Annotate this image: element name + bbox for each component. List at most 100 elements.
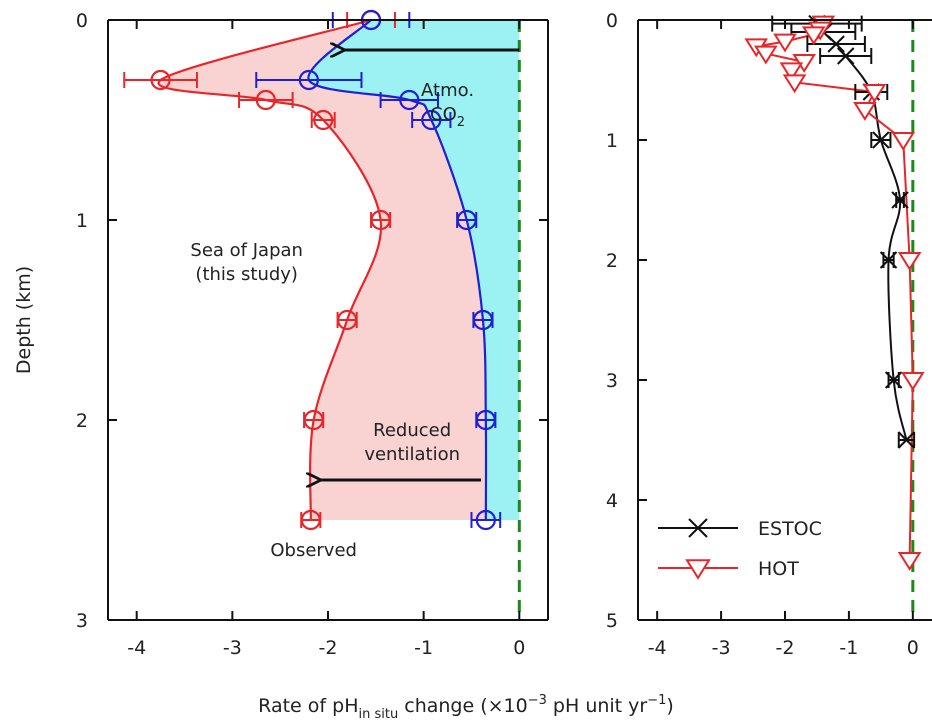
estoc-marker-stroke xyxy=(872,131,890,149)
annotation-line: ventilation xyxy=(364,444,460,465)
right-legend: ESTOC HOT xyxy=(658,518,822,580)
annotation-line: (this study) xyxy=(195,264,298,285)
blue-data-point xyxy=(472,309,494,331)
legend-estoc-marker xyxy=(688,518,708,538)
right-ytick-label: 2 xyxy=(606,250,618,272)
hot-data-point xyxy=(862,84,887,103)
blue-data-point xyxy=(475,509,496,531)
estoc-marker-stroke xyxy=(884,371,903,389)
left-ytick-label: 0 xyxy=(76,10,88,32)
x-axis-label-superscript: −1 xyxy=(647,693,666,708)
annotation-line: Reduced xyxy=(373,420,451,441)
x-axis-label-part: ) xyxy=(666,695,673,717)
left-xtick-label: -2 xyxy=(319,637,338,659)
left-ytick-label: 2 xyxy=(76,410,88,432)
annotation-text: Observed xyxy=(270,540,357,561)
annotation-line: Atmo. xyxy=(421,80,474,101)
estoc-data-point xyxy=(837,47,855,65)
right-xtick-label: -4 xyxy=(648,637,667,659)
estoc-data-point xyxy=(879,251,898,269)
blue-data-point xyxy=(475,409,496,431)
legend-hot-marker xyxy=(685,559,711,580)
observed-data-point xyxy=(337,309,358,331)
right-xtick-label: -2 xyxy=(776,637,795,659)
hot-data-point xyxy=(754,45,778,65)
blue-data-point xyxy=(399,89,420,111)
legend-estoc-label: ESTOC xyxy=(758,518,822,540)
left-ytick-label: 3 xyxy=(76,610,88,632)
observed-error-bar xyxy=(310,112,336,128)
right-data-marks xyxy=(744,14,925,571)
annotation-subscript: 2 xyxy=(457,115,465,130)
right-ytick-label: 1 xyxy=(606,130,618,152)
estoc-data-point xyxy=(891,191,909,209)
left-axes: -4 -3 -2 -1 0 0 1 2 3 xyxy=(76,10,549,659)
annotation-line: Observed xyxy=(270,540,357,561)
observed-data-point xyxy=(303,409,324,431)
x-axis-label: Rate of pHin situ change (×10−3 pH unit … xyxy=(258,693,674,722)
blue-data-point xyxy=(421,109,442,131)
blue-error-bar xyxy=(379,92,439,108)
hot-data-point xyxy=(897,552,922,571)
hot-data-point xyxy=(891,132,916,151)
hot-data-point xyxy=(773,33,797,53)
estoc-marker-stroke xyxy=(837,47,855,65)
left-xtick-label: -1 xyxy=(414,637,433,659)
right-ytick-label: 4 xyxy=(606,490,618,512)
estoc-marker-stroke xyxy=(879,251,898,269)
left-xtick-label: 0 xyxy=(513,637,525,659)
blue-data-point xyxy=(456,209,477,231)
estoc-data-point xyxy=(897,431,916,449)
hot-data-point xyxy=(801,26,826,46)
observed-data-point xyxy=(313,109,334,131)
observed-error-bar xyxy=(238,92,294,108)
hot-data-point xyxy=(901,372,925,391)
right-xtick-label: -3 xyxy=(712,637,731,659)
observed-data-point xyxy=(370,209,391,231)
y-axis-label: Depth (km) xyxy=(13,266,35,374)
x-axis-label-part: pH unit yr xyxy=(547,695,648,717)
hot-data-point xyxy=(853,102,877,121)
right-ytick-label: 3 xyxy=(606,370,618,392)
legend-hot-label: HOT xyxy=(758,558,799,580)
right-axes: -4 -3 -2 -1 0 0 1 2 3 4 5 xyxy=(606,10,932,659)
estoc-data-point xyxy=(884,371,903,389)
estoc-data-point xyxy=(827,35,845,53)
observed-data-point xyxy=(300,509,321,531)
left-xtick-label: -4 xyxy=(127,637,146,659)
annotation-text: Sea of Japan (this study) xyxy=(190,240,303,285)
left-area-fills xyxy=(158,20,520,520)
x-axis-label-superscript: −3 xyxy=(528,693,547,708)
observed-error-bar xyxy=(123,72,198,88)
hot-data-point xyxy=(782,74,807,94)
right-panel: ESTOC HOT -4 -3 -2 -1 0 0 1 2 3 4 5 xyxy=(606,10,932,659)
estoc-marker-stroke xyxy=(897,431,916,449)
left-annotations: Atmo. CO2 Sea of Japan (this study) Reduced v… xyxy=(190,50,520,561)
estoc-marker-stroke xyxy=(827,35,845,53)
hot-data-point xyxy=(897,252,922,271)
annotation-text: Reduced ventilation xyxy=(364,420,460,465)
estoc-data-point xyxy=(872,131,890,149)
cyan-region xyxy=(308,20,520,520)
x-axis-label-part: change (×10 xyxy=(398,695,528,717)
annotation-line: Sea of Japan xyxy=(190,240,303,261)
x-axis-label-part: Rate of pH xyxy=(258,695,358,717)
pink-region xyxy=(158,20,487,520)
annotation-text: Atmo. CO2 xyxy=(421,80,474,130)
right-ytick-label: 0 xyxy=(606,10,618,32)
right-ytick-label: 5 xyxy=(606,610,618,632)
observed-data-point xyxy=(150,69,171,91)
left-xtick-label: -3 xyxy=(223,637,242,659)
annotation-line: CO xyxy=(430,104,457,125)
right-xtick-label: 0 xyxy=(907,637,919,659)
observed-data-point xyxy=(255,89,276,111)
hot-data-point xyxy=(779,62,804,82)
right-xtick-label: -1 xyxy=(839,637,858,659)
blue-data-point xyxy=(298,69,319,91)
blue-error-bar xyxy=(255,72,363,88)
blue-error-bar xyxy=(411,112,452,128)
x-axis-label-subscript: in situ xyxy=(358,707,398,722)
estoc-marker-stroke xyxy=(891,191,909,209)
